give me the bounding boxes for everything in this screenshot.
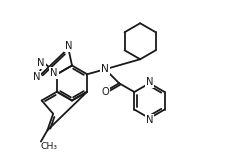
Text: O: O (101, 87, 109, 97)
Text: N: N (146, 77, 153, 87)
Text: N: N (50, 68, 58, 78)
Text: N: N (65, 41, 72, 51)
Text: CH₃: CH₃ (41, 141, 58, 151)
Text: N: N (146, 115, 153, 125)
Text: N: N (37, 57, 45, 68)
Text: N: N (101, 64, 109, 74)
Text: N: N (33, 72, 41, 81)
